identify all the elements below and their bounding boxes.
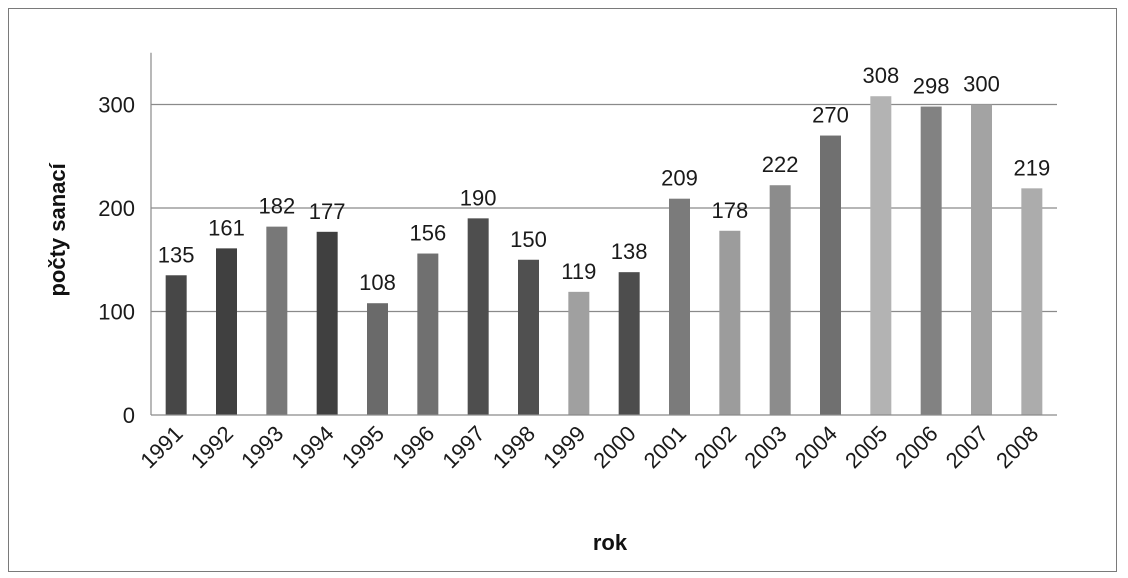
data-label: 222 (762, 152, 799, 177)
bar (518, 259, 539, 415)
bar (719, 230, 741, 415)
x-tick-label: 2007 (941, 421, 993, 473)
x-tick-label: 1999 (538, 421, 590, 473)
data-label: 178 (711, 198, 748, 223)
data-label: 138 (611, 239, 648, 264)
x-tick-label: 2001 (639, 421, 691, 473)
bar (266, 226, 288, 415)
bar (820, 135, 841, 416)
y-tick-label: 0 (123, 403, 135, 428)
x-tick-label: 2003 (739, 421, 791, 473)
bar (920, 106, 942, 415)
bar (568, 291, 590, 415)
x-tick-label: 2008 (991, 421, 1043, 473)
x-tick-label: 2005 (840, 421, 892, 473)
y-tick-label: 200 (98, 196, 135, 221)
bar (316, 231, 338, 415)
data-label: 177 (309, 199, 346, 224)
data-label: 150 (510, 227, 547, 252)
data-label: 190 (460, 185, 497, 210)
x-axis-title: rok (593, 530, 628, 555)
x-tick-label: 2006 (890, 421, 942, 473)
bar (1021, 188, 1043, 415)
y-tick-label: 100 (98, 300, 135, 325)
bars (165, 96, 1043, 416)
x-tick-label: 1993 (236, 421, 288, 473)
data-label: 108 (359, 270, 396, 295)
x-tick-label: 2004 (790, 421, 842, 473)
x-tick-label: 1994 (286, 421, 338, 473)
bar (165, 275, 187, 415)
x-tick-label: 2000 (588, 421, 640, 473)
bar (971, 104, 992, 415)
bar (618, 272, 640, 415)
data-labels: 135 161 182 177 108 156 190 150 119 138 209 178 222 2… (158, 63, 1050, 295)
data-label: 209 (661, 166, 698, 191)
y-tick-label: 300 (98, 93, 135, 118)
x-tick-label: 1995 (337, 421, 389, 473)
x-tick-labels: 1991199219931994199519961997199819992000… (135, 421, 1043, 473)
data-label: 156 (409, 221, 446, 246)
bar (216, 248, 237, 415)
data-label: 119 (561, 259, 596, 284)
x-tick-label: 1997 (437, 421, 489, 473)
data-label: 300 (963, 72, 1000, 97)
bar (669, 198, 690, 415)
bar-chart: 135 161 182 177 108 156 190 150 119 138 209 178 222 2… (45, 52, 1057, 555)
x-tick-label: 1996 (387, 421, 439, 473)
data-label: 298 (913, 74, 950, 99)
x-tick-label: 1992 (186, 421, 238, 473)
y-tick-labels: 0 100 200 300 (98, 93, 135, 429)
data-label: 135 (158, 242, 195, 267)
data-label: 219 (1013, 155, 1050, 180)
y-axis-title: počty sanací (45, 162, 70, 296)
bar (870, 96, 892, 415)
x-tick-label: 1991 (135, 421, 187, 473)
chart-frame: 135 161 182 177 108 156 190 150 119 138 209 178 222 2… (8, 8, 1117, 572)
x-tick-label: 2002 (689, 421, 741, 473)
data-label: 270 (812, 103, 849, 128)
bar (467, 218, 489, 415)
bar (769, 185, 791, 415)
x-tick-label: 1998 (488, 421, 540, 473)
data-label: 308 (862, 63, 899, 88)
data-label: 182 (258, 194, 295, 219)
data-label: 161 (208, 215, 245, 240)
axes (150, 52, 1057, 416)
bar (367, 303, 388, 415)
gridlines (151, 103, 1057, 313)
bar (417, 253, 439, 415)
